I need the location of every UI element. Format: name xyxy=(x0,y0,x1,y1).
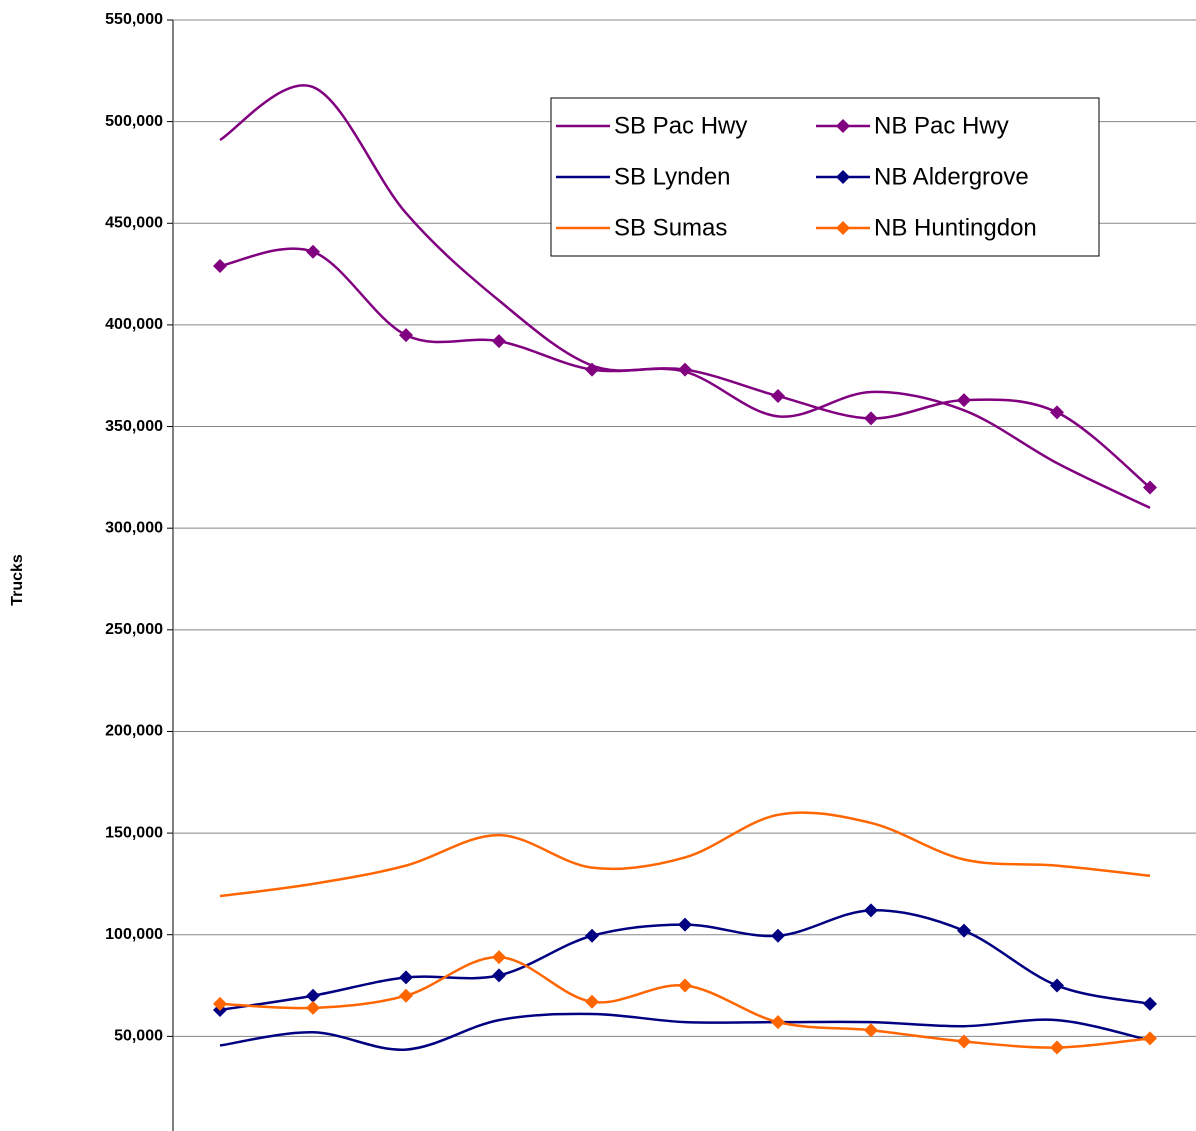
series-marker xyxy=(957,923,971,938)
series-marker xyxy=(957,393,971,408)
legend-label: NB Huntingdon xyxy=(874,214,1037,241)
legend-label: NB Aldergrove xyxy=(874,163,1029,190)
series-marker xyxy=(585,362,599,377)
series-marker xyxy=(306,244,320,259)
series-marker xyxy=(771,389,785,404)
series-marker xyxy=(306,1000,320,1015)
series-marker xyxy=(864,1023,878,1038)
legend-label: NB Pac Hwy xyxy=(874,112,1009,139)
series-marker xyxy=(678,978,692,993)
y-axis-title: Trucks xyxy=(9,554,26,606)
series-marker xyxy=(864,903,878,918)
series-marker xyxy=(585,928,599,943)
series-marker xyxy=(1050,978,1064,993)
series-marker xyxy=(213,996,227,1011)
series-marker xyxy=(1143,480,1157,495)
series-marker xyxy=(399,988,413,1003)
y-tick-label: 50,000 xyxy=(114,1028,163,1045)
y-tick-label: 500,000 xyxy=(105,113,163,130)
legend-label: SB Sumas xyxy=(614,214,727,241)
series-line xyxy=(219,811,1151,898)
series-marker xyxy=(399,970,413,985)
y-tick-label: 300,000 xyxy=(105,519,163,536)
legend-marker xyxy=(836,170,850,184)
series-marker xyxy=(1143,996,1157,1011)
y-tick-label: 100,000 xyxy=(105,926,163,943)
series-marker xyxy=(1143,1031,1157,1046)
legend-marker xyxy=(836,119,850,133)
y-tick-label: 200,000 xyxy=(105,723,163,740)
series-marker xyxy=(771,1015,785,1030)
legend-marker xyxy=(836,221,850,235)
series-marker xyxy=(678,362,692,377)
series-marker xyxy=(399,328,413,343)
series-marker xyxy=(1050,405,1064,420)
series-marker xyxy=(771,928,785,943)
y-tick-label: 400,000 xyxy=(105,316,163,333)
y-tick-label: 150,000 xyxy=(105,824,163,841)
y-tick-label: 450,000 xyxy=(105,214,163,231)
y-tick-label: 250,000 xyxy=(105,621,163,638)
legend-label: SB Lynden xyxy=(614,163,731,190)
series-marker xyxy=(492,968,506,983)
y-tick-label: 550,000 xyxy=(105,11,163,28)
series-marker xyxy=(585,994,599,1009)
series-marker xyxy=(492,950,506,965)
series-line xyxy=(219,1012,1151,1051)
series-line xyxy=(219,955,1151,1049)
series-marker xyxy=(678,917,692,932)
series-marker xyxy=(492,334,506,349)
series-marker xyxy=(213,258,227,273)
series-marker xyxy=(864,411,878,426)
y-tick-label: 0 xyxy=(154,1129,163,1131)
series-marker xyxy=(957,1034,971,1049)
y-tick-label: 350,000 xyxy=(105,418,163,435)
series-marker xyxy=(1050,1040,1064,1055)
series-marker xyxy=(306,988,320,1003)
legend-label: SB Pac Hwy xyxy=(614,112,747,139)
